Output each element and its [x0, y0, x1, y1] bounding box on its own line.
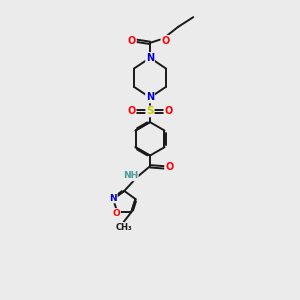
Text: N: N	[146, 53, 154, 63]
Text: O: O	[164, 106, 173, 116]
Text: CH₃: CH₃	[116, 223, 132, 232]
Text: NH: NH	[123, 171, 138, 180]
Text: S: S	[146, 106, 154, 116]
Text: O: O	[112, 209, 120, 218]
Text: O: O	[165, 162, 173, 172]
Text: O: O	[161, 36, 169, 46]
Text: N: N	[146, 92, 154, 103]
Text: N: N	[109, 194, 117, 202]
Text: O: O	[128, 36, 136, 46]
Text: O: O	[127, 106, 136, 116]
